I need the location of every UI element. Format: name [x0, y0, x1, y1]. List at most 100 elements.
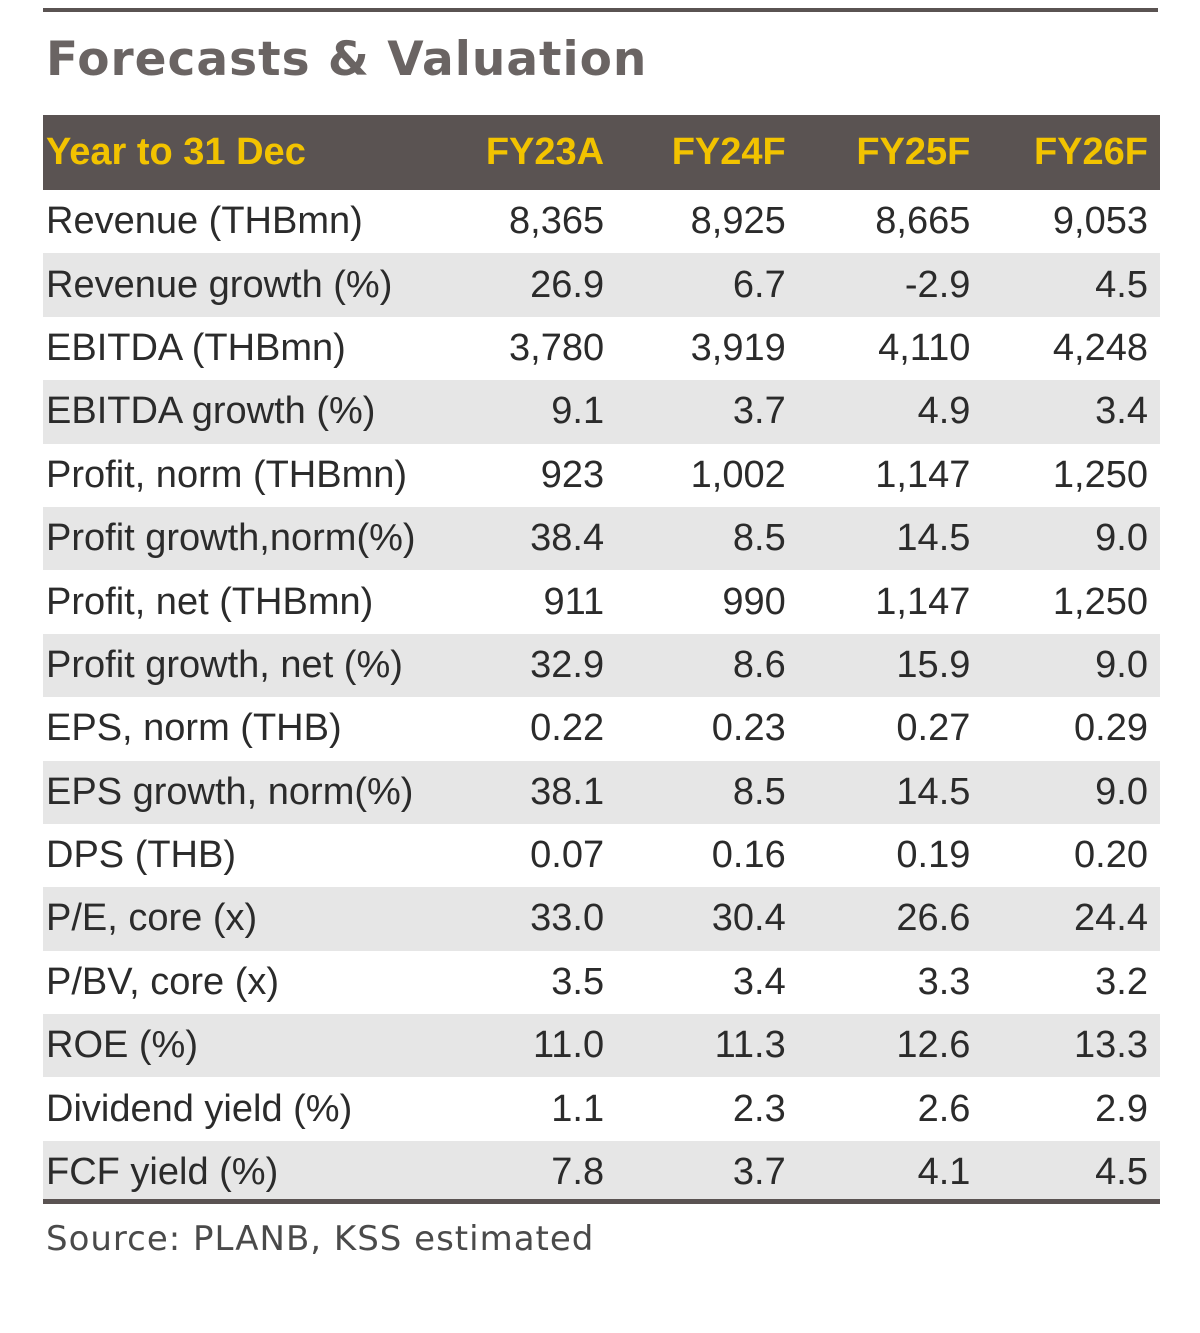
source-note: Source: PLANB, KSS estimated — [46, 1219, 595, 1259]
row-value: 9,053 — [1052, 200, 1148, 243]
row-label: Profit growth, net (%) — [46, 643, 403, 686]
row-label: EBITDA growth (%) — [46, 390, 376, 433]
table-row: FCF yield (%) 7.8 3.7 4.1 4.5 — [43, 1140, 1160, 1205]
row-label: ROE (%) — [46, 1024, 198, 1067]
row-value: 0.20 — [1074, 834, 1148, 877]
row-value: 2.6 — [917, 1087, 971, 1130]
row-value: 1.1 — [551, 1087, 605, 1130]
row-label: Dividend yield (%) — [46, 1087, 353, 1130]
row-value: 11.3 — [714, 1024, 786, 1067]
row-label: Profit, net (THBmn) — [46, 580, 374, 623]
table-row: DPS (THB) 0.07 0.16 0.19 0.20 — [43, 824, 1160, 887]
row-value: 4.1 — [917, 1151, 971, 1194]
row-value: 24.4 — [1074, 897, 1148, 940]
row-value: 26.6 — [896, 897, 971, 940]
table-header-row: Year to 31 Dec FY23A FY24F FY25F FY26F — [43, 115, 1160, 190]
table-row: P/E, core (x) 33.0 30.4 26.6 24.4 — [43, 887, 1160, 951]
row-value: 3.7 — [732, 390, 786, 433]
row-value: 3,780 — [509, 326, 605, 369]
row-value: 1,250 — [1052, 580, 1148, 623]
row-value: 8,665 — [875, 200, 971, 243]
row-value: 3,919 — [690, 326, 786, 369]
row-label: EPS growth, norm(%) — [46, 770, 414, 813]
row-value: 9.0 — [1095, 643, 1148, 686]
row-label: FCF yield (%) — [46, 1151, 279, 1194]
row-label: Revenue growth (%) — [46, 263, 393, 306]
row-value: 0.16 — [711, 834, 786, 877]
row-value: 8,925 — [690, 200, 786, 243]
row-value: 0.27 — [896, 707, 971, 750]
row-value: 3.2 — [1095, 960, 1148, 1003]
row-value: 30.4 — [711, 897, 786, 940]
table-row: EPS, norm (THB) 0.22 0.23 0.27 0.29 — [43, 697, 1160, 760]
column-header-fy23a: FY23A — [485, 131, 605, 173]
row-label: P/E, core (x) — [46, 897, 258, 940]
column-header-fy24f: FY24F — [671, 131, 786, 173]
column-header-fy25f: FY25F — [856, 131, 971, 173]
row-value: 11.0 — [532, 1024, 605, 1067]
row-value: 8.5 — [732, 770, 786, 813]
row-value: 923 — [540, 453, 605, 496]
row-value: 4.5 — [1095, 1151, 1148, 1194]
row-value: 38.1 — [530, 770, 605, 813]
row-value: 3.7 — [732, 1151, 786, 1194]
row-value: 12.6 — [896, 1024, 971, 1067]
row-value: 1,002 — [690, 453, 786, 496]
forecast-table: Year to 31 Dec FY23A FY24F FY25F FY26F R… — [43, 115, 1160, 1205]
table-row: Profit growth, net (%) 32.9 8.6 15.9 9.0 — [43, 633, 1160, 698]
row-value: 2.9 — [1095, 1087, 1148, 1130]
row-label: Profit, norm (THBmn) — [46, 453, 408, 496]
column-header-year: Year to 31 Dec — [46, 131, 306, 173]
row-value: 0.23 — [711, 707, 786, 750]
row-value: 32.9 — [530, 643, 605, 686]
row-label: Profit growth,norm(%) — [46, 517, 416, 560]
row-value: 2.3 — [732, 1087, 786, 1130]
row-value: 9.1 — [551, 390, 605, 433]
row-value: 4,248 — [1052, 326, 1148, 369]
row-value: 33.0 — [530, 897, 605, 940]
table-row: Profit, norm (THBmn) 923 1,002 1,147 1,250 — [43, 444, 1160, 507]
row-value: 1,250 — [1052, 453, 1148, 496]
table-row: P/BV, core (x) 3.5 3.4 3.3 3.2 — [43, 951, 1160, 1014]
row-value: 4,110 — [878, 326, 971, 369]
table-body: Revenue (THBmn) 8,365 8,925 8,665 9,053 Reven… — [43, 190, 1160, 1205]
row-value: 9.0 — [1095, 517, 1148, 560]
table-row: Dividend yield (%) 1.1 2.3 2.6 2.9 — [43, 1077, 1160, 1140]
row-value: 0.19 — [896, 834, 971, 877]
row-value: 7.8 — [551, 1151, 605, 1194]
row-value: 0.07 — [530, 834, 605, 877]
row-value: 4.5 — [1095, 263, 1148, 306]
row-value: 14.5 — [896, 517, 971, 560]
row-value: 38.4 — [530, 517, 605, 560]
row-value: 990 — [722, 580, 786, 623]
row-value: 1,147 — [875, 580, 971, 623]
row-value: 3.5 — [551, 960, 605, 1003]
row-value: 1,147 — [875, 453, 971, 496]
row-value: 3.4 — [732, 960, 786, 1003]
row-value: 8.5 — [732, 517, 786, 560]
row-value: 13.3 — [1074, 1024, 1148, 1067]
table-row: Revenue growth (%) 26.9 6.7 -2.9 4.5 — [43, 253, 1160, 317]
top-rule — [43, 8, 1158, 12]
row-label: EPS, norm (THB) — [46, 707, 342, 750]
row-value: 15.9 — [896, 643, 971, 686]
table-row: EBITDA (THBmn) 3,780 3,919 4,110 4,248 — [43, 317, 1160, 380]
table-row: EPS growth, norm(%) 38.1 8.5 14.5 9.0 — [43, 760, 1160, 824]
row-value: 911 — [543, 580, 605, 623]
row-label: Revenue (THBmn) — [46, 200, 363, 243]
row-value: 3.3 — [917, 960, 971, 1003]
table-row: Profit, net (THBmn) 911 990 1,147 1,250 — [43, 570, 1160, 633]
row-value: -2.9 — [904, 263, 971, 306]
bottom-rule — [43, 1199, 1160, 1204]
row-value: 3.4 — [1095, 390, 1148, 433]
table-row: Revenue (THBmn) 8,365 8,925 8,665 9,053 — [43, 190, 1160, 253]
table-row: ROE (%) 11.0 11.3 12.6 13.3 — [43, 1014, 1160, 1078]
row-value: 0.29 — [1074, 707, 1148, 750]
table-row: Profit growth,norm(%) 38.4 8.5 14.5 9.0 — [43, 506, 1160, 571]
row-value: 6.7 — [732, 263, 786, 306]
row-value: 14.5 — [896, 770, 971, 813]
row-label: DPS (THB) — [46, 834, 236, 877]
row-value: 0.22 — [530, 707, 605, 750]
row-label: P/BV, core (x) — [46, 960, 280, 1003]
row-value: 8,365 — [509, 200, 605, 243]
